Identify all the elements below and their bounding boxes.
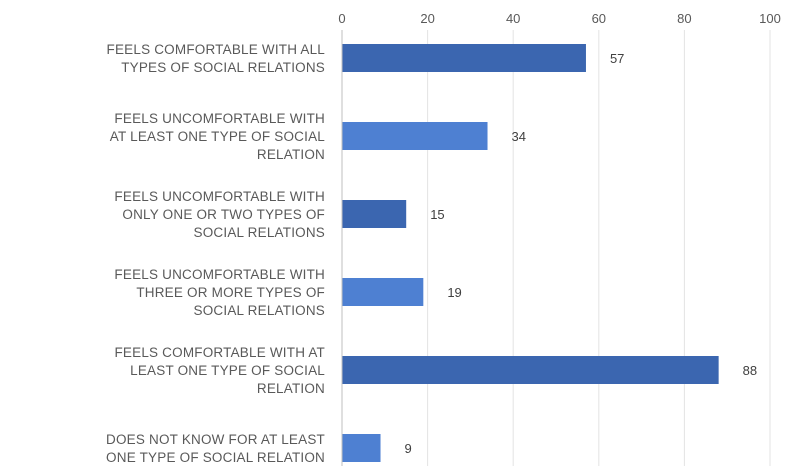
- category-label: FEELS COMFORTABLE WITH ALL TYPES OF SOCIA…: [107, 42, 326, 75]
- category-label-line: SOCIAL RELATIONS: [194, 225, 325, 240]
- category-label-line: ONLY ONE OR TWO TYPES OF: [122, 207, 325, 222]
- category-label: FEELS UNCOMFORTABLE WITH ONLY ONE OR TWO …: [114, 189, 325, 240]
- category-label-line: THREE OR MORE TYPES OF: [136, 285, 325, 300]
- bar: [342, 122, 488, 150]
- data-label: 88: [743, 363, 757, 378]
- category-label-line: LEAST ONE TYPE OF SOCIAL: [130, 363, 325, 378]
- category-label-line: FEELS COMFORTABLE WITH ALL: [107, 42, 326, 57]
- category-label-line: DOES NOT KNOW FOR AT LEAST: [106, 432, 325, 447]
- category-label-line: FEELS UNCOMFORTABLE WITH: [114, 111, 325, 126]
- category-label: DOES NOT KNOW FOR AT LEAST ONE TYPE OF SO…: [106, 432, 325, 465]
- bar: [342, 200, 407, 228]
- category-label-line: FEELS UNCOMFORTABLE WITH: [114, 189, 325, 204]
- x-axis-ticks: 0 20 40 60 80 100: [338, 11, 780, 26]
- category-label-line: FEELS COMFORTABLE WITH AT: [114, 345, 325, 360]
- gridlines: [427, 30, 771, 466]
- category-label: FEELS UNCOMFORTABLE WITH AT LEAST ONE TYP…: [110, 111, 326, 162]
- category-label: FEELS UNCOMFORTABLE WITH THREE OR MORE TY…: [114, 267, 325, 318]
- category-label: FEELS COMFORTABLE WITH AT LEAST ONE TYPE …: [114, 345, 325, 396]
- data-label: 57: [610, 51, 624, 66]
- x-tick-label: 60: [592, 11, 606, 26]
- data-label: 9: [405, 441, 412, 456]
- category-label-line: ONE TYPE OF SOCIAL RELATION: [106, 450, 325, 465]
- category-label-line: RELATION: [257, 147, 325, 162]
- data-label: 34: [512, 129, 526, 144]
- category-label-line: AT LEAST ONE TYPE OF SOCIAL: [110, 129, 326, 144]
- bar: [342, 44, 586, 72]
- category-label-line: FEELS UNCOMFORTABLE WITH: [114, 267, 325, 282]
- category-labels: FEELS COMFORTABLE WITH ALL TYPES OF SOCIA…: [106, 42, 325, 465]
- bar: [342, 356, 719, 384]
- data-labels: 57 34 15 19 88 9: [405, 51, 758, 456]
- x-tick-label: 20: [420, 11, 434, 26]
- bars: [342, 44, 719, 462]
- x-tick-label: 100: [759, 11, 781, 26]
- data-label: 19: [447, 285, 461, 300]
- x-tick-label: 0: [338, 11, 345, 26]
- x-tick-label: 40: [506, 11, 520, 26]
- bar: [342, 434, 381, 462]
- x-tick-label: 80: [677, 11, 691, 26]
- data-label: 15: [430, 207, 444, 222]
- category-label-line: RELATION: [257, 381, 325, 396]
- category-label-line: SOCIAL RELATIONS: [194, 303, 325, 318]
- category-label-line: TYPES OF SOCIAL RELATIONS: [121, 60, 325, 75]
- bar: [342, 278, 424, 306]
